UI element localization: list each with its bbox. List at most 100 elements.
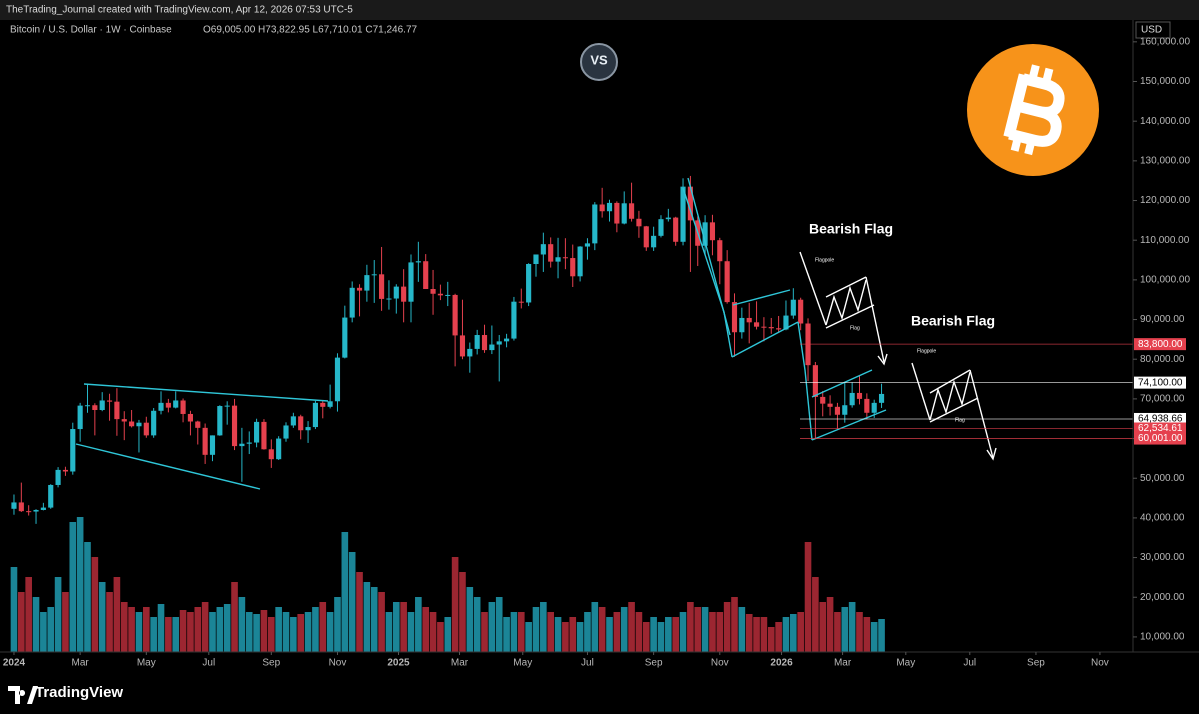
volume-bar (319, 602, 327, 652)
volume-bar (525, 622, 532, 652)
volume-bar (76, 517, 84, 652)
price-tag (1134, 338, 1186, 351)
y-tick-label: 110,000.00 (1140, 235, 1190, 246)
candle-body (592, 204, 598, 244)
logo-b (1003, 64, 1065, 156)
candle-body (33, 509, 39, 512)
volume-bar (804, 542, 812, 652)
candle-body (290, 416, 296, 426)
volume-bar (245, 612, 253, 652)
volume-bar (201, 602, 209, 652)
volume-bar (878, 619, 885, 652)
candle-body (555, 257, 561, 262)
candle-body (129, 421, 135, 427)
volume-bar (187, 612, 194, 652)
annotation: Flag (955, 417, 965, 423)
annotation: Bearish Flag (809, 221, 893, 237)
price-tag (1134, 412, 1186, 425)
axes: 10,000.00 20,000.00 30,000.00 40,000.00 50,0… (3, 36, 1191, 668)
y-tick-label: 10,000.00 (1140, 632, 1185, 643)
volume-bar (385, 612, 393, 652)
volume-bar (223, 604, 231, 652)
x-tick-label: Nov (711, 658, 729, 669)
volume-bar (459, 572, 466, 652)
candle-body (459, 335, 466, 357)
volume-bar (341, 532, 349, 652)
candle-body (504, 338, 510, 342)
candle-body (842, 405, 848, 415)
volume-bar (642, 622, 650, 652)
volume-bar (826, 597, 834, 652)
volume-bar (466, 587, 474, 652)
candle-body (283, 425, 289, 439)
volume-bar (848, 602, 856, 652)
candle-body (812, 365, 818, 397)
volume-bar (179, 610, 187, 652)
volume-bar (253, 614, 260, 652)
volume-bar (120, 602, 128, 652)
volume-bar (429, 612, 437, 652)
price-tag-label: 74,100.00 (1138, 377, 1183, 388)
brand: TradingView (35, 684, 123, 701)
candle-body (18, 502, 24, 512)
volume-bar (591, 602, 599, 652)
candle-body (62, 469, 69, 472)
candle-body (437, 293, 443, 296)
volume-bar (731, 597, 738, 652)
candle-body (474, 335, 480, 349)
volume-bar (84, 542, 91, 652)
candle-body (577, 246, 583, 277)
price-tag (1134, 432, 1186, 445)
volume-bar (194, 607, 202, 652)
vs-logo: VS (580, 43, 618, 81)
price-tag-label: 64,938.66 (1138, 414, 1183, 425)
volume-bar (488, 602, 496, 652)
volume-bar (392, 602, 400, 652)
volume-bar (282, 612, 290, 652)
candle-body (717, 240, 723, 262)
volume-bar (312, 607, 319, 652)
volume-bar (812, 577, 819, 652)
volume-bar (657, 622, 665, 652)
volume-bar (297, 614, 305, 652)
volume-bar (231, 582, 238, 652)
annotation: Flag (850, 325, 860, 331)
volume-bar (275, 607, 282, 652)
trendline (75, 443, 261, 490)
volume-bar (738, 607, 746, 652)
x-tick-label: Sep (1027, 658, 1045, 669)
volume-bar (775, 622, 782, 652)
candle-body (158, 402, 164, 411)
candle-body (151, 410, 157, 436)
candle-body (526, 264, 532, 303)
volume-bar (856, 612, 863, 652)
candle-body (548, 244, 554, 262)
candle-body (518, 301, 524, 303)
candle-body (878, 393, 885, 403)
candle-body (364, 275, 370, 291)
volume-bar (481, 612, 488, 652)
candle-body (202, 427, 208, 455)
candle-body (305, 427, 311, 431)
candle-body (312, 402, 318, 428)
candle-body (687, 186, 693, 221)
candle-body (334, 357, 341, 402)
x-tick-label: Jul (581, 658, 594, 669)
candle-body (268, 449, 274, 460)
candle-body (871, 402, 877, 413)
volume-bar (437, 622, 444, 652)
volume-bar (584, 612, 591, 652)
flag-line (811, 369, 873, 398)
flag-line (811, 409, 887, 441)
volume-bar (628, 602, 635, 652)
candle-body (599, 204, 605, 212)
candle-body (386, 298, 392, 300)
candle-body (864, 398, 870, 413)
candle-body (753, 322, 760, 327)
example-pole (911, 362, 931, 421)
candle-body (99, 400, 105, 410)
candle-body (40, 507, 46, 510)
candle-body (651, 235, 657, 248)
candle-body (209, 435, 216, 455)
price-tag-label: 62,534.61 (1138, 423, 1183, 434)
